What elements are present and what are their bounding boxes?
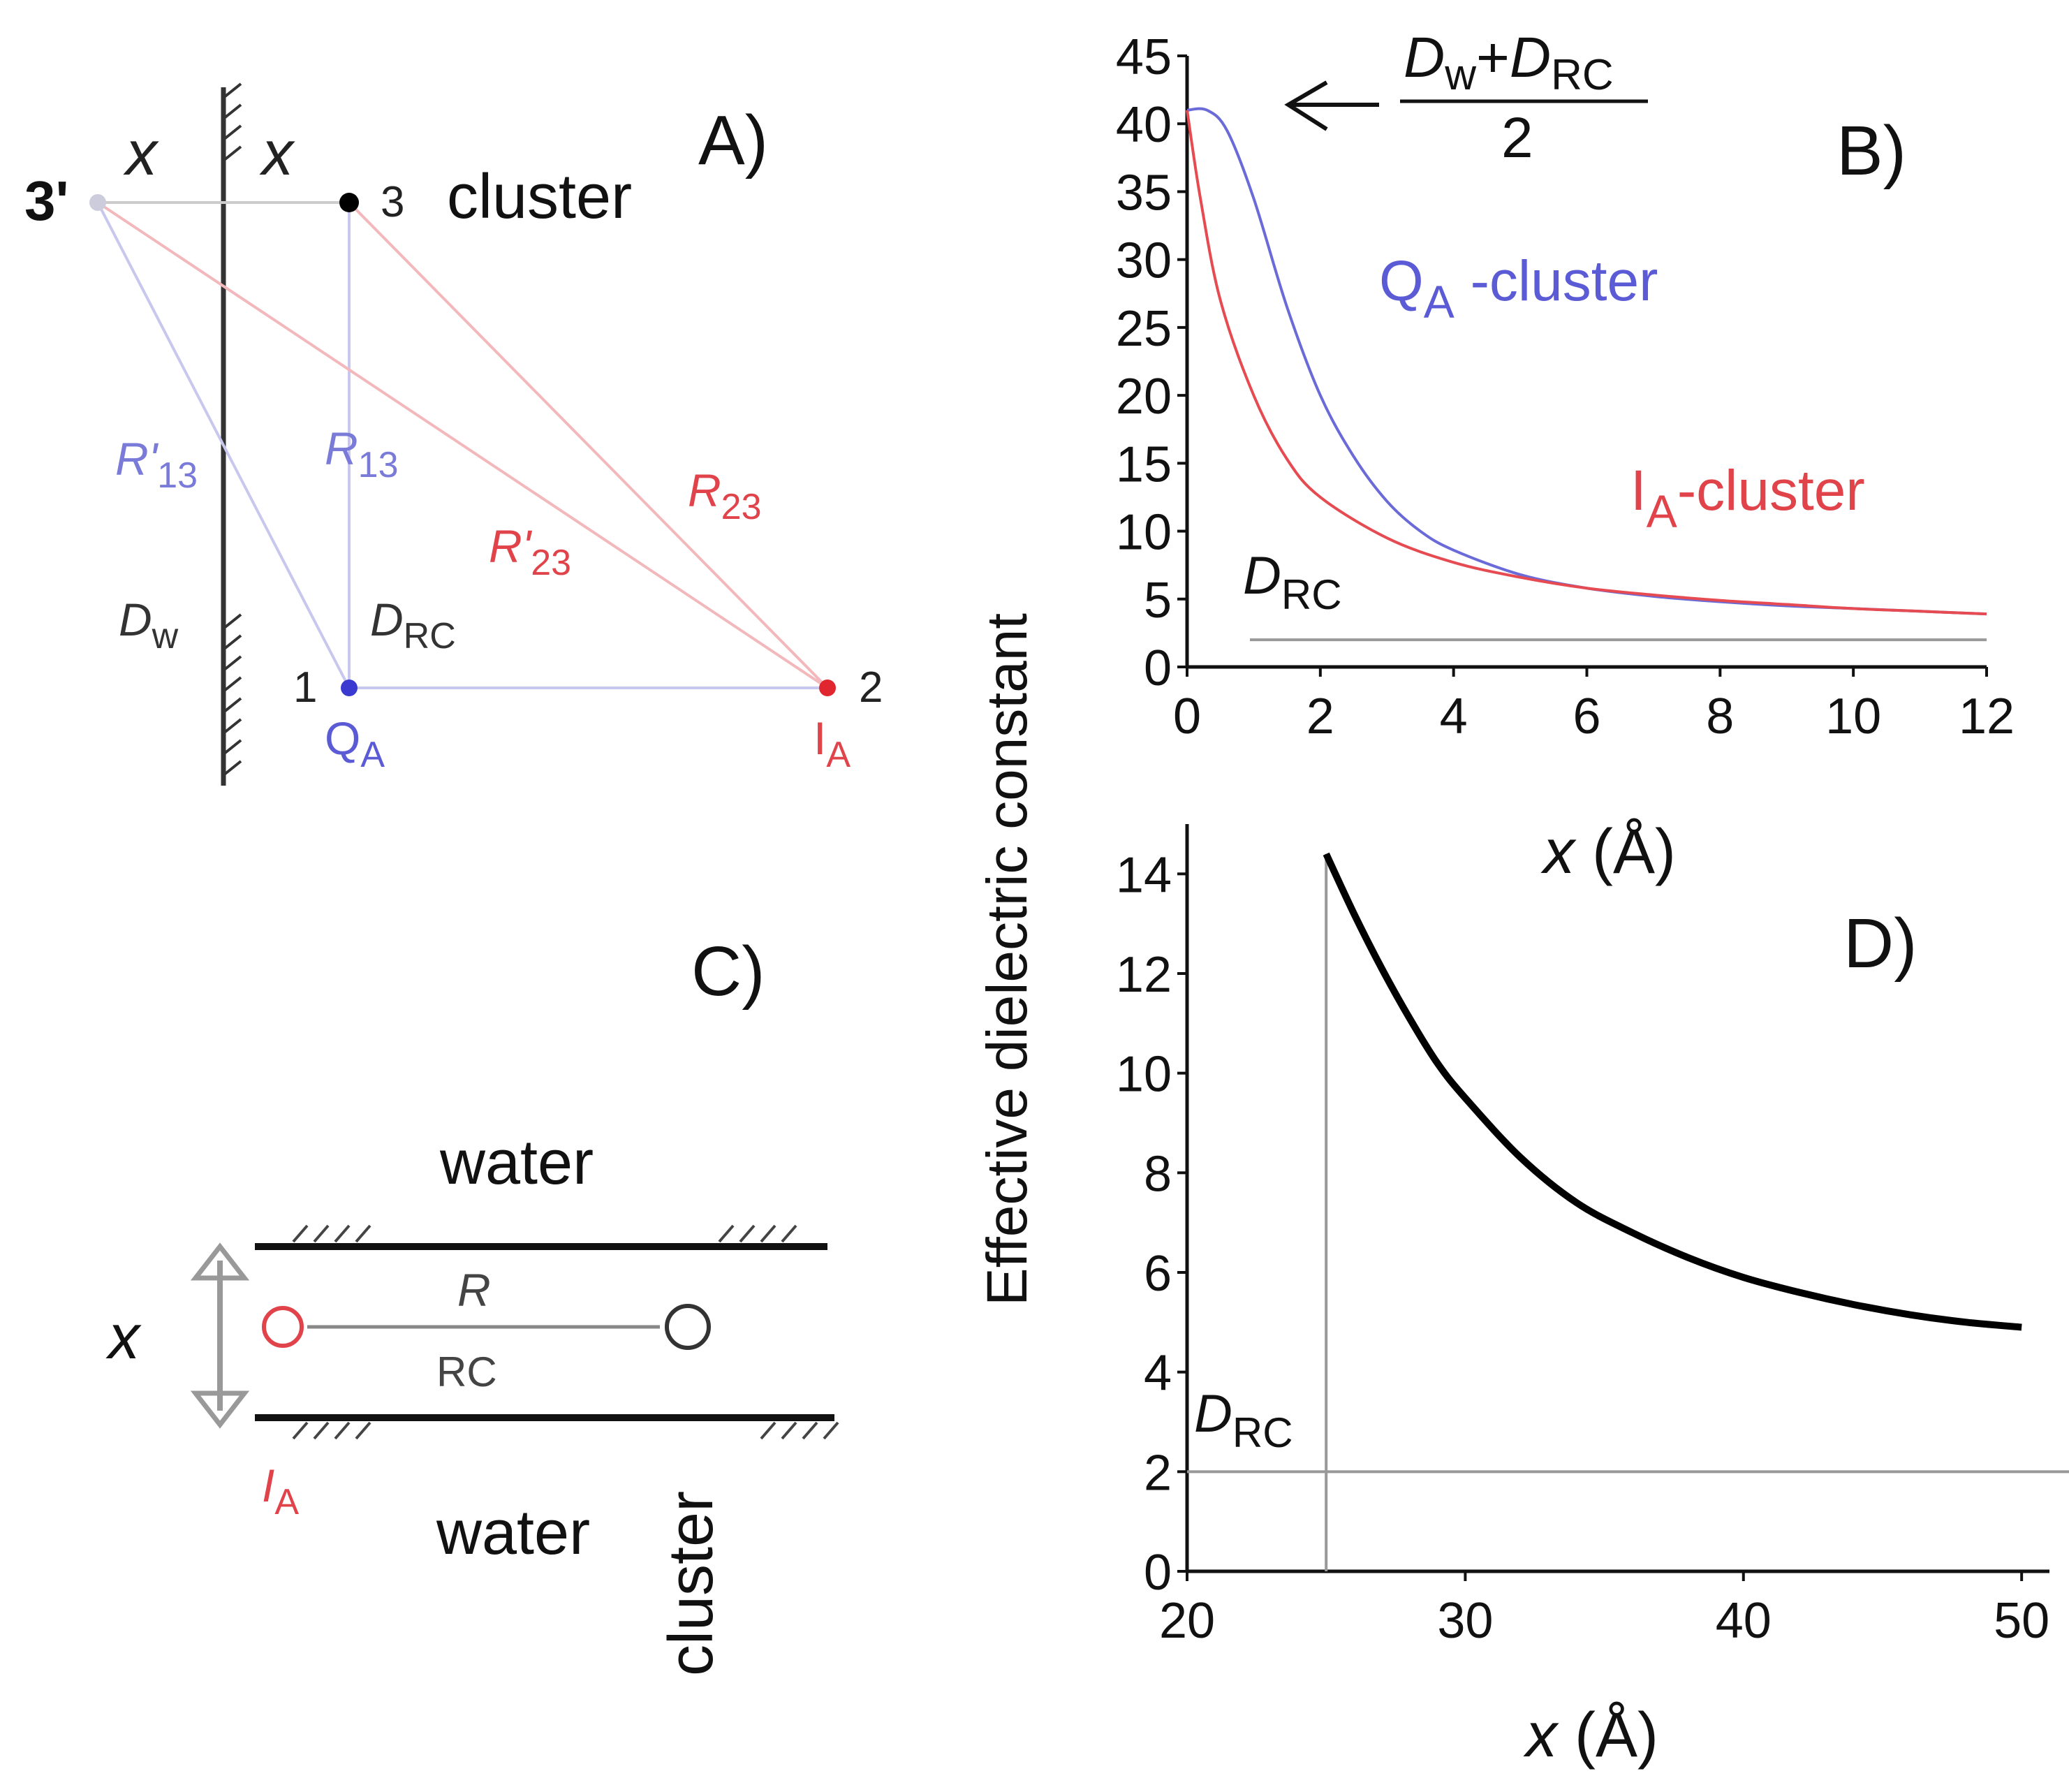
cluster-point-3 [339, 193, 359, 212]
image-point-label: 3' [24, 170, 69, 232]
y-tick-label: 14 [1116, 847, 1172, 903]
water-bottom-label: water [436, 1498, 590, 1568]
ia-label: IA [813, 712, 851, 775]
chart-b-axes: 0 5 10 15 20 25 30 35 40 45 0 2 4 6 8 10 12 [1116, 29, 2015, 744]
series-line-effective [1323, 852, 2022, 1331]
r13-prime-label: R'13 [115, 433, 198, 496]
panel-a: x x 3' 3 cluster A) R'13 R13 R23 R'23 Dw… [24, 82, 883, 786]
r-label-c: R [457, 1264, 491, 1316]
panel-c: C) water x R RC IA water cluster [105, 932, 839, 1676]
y-tick-label: 10 [1116, 1047, 1172, 1103]
membrane-hatching [292, 1224, 839, 1440]
dw-label: Dw [119, 594, 179, 656]
panel-b-label: B) [1836, 112, 1906, 190]
r13-prime-line [96, 202, 351, 689]
x-axis-label-b: x (Å) [1540, 817, 1676, 887]
ia-label-c: IA [262, 1460, 299, 1522]
x-label-c: x [105, 1302, 142, 1372]
ia-point-2 [819, 680, 836, 696]
r23-prime-label: R'23 [489, 520, 571, 583]
chart-d: D) 0 2 4 6 8 10 12 14 20 30 40 50 DRC x (Å) [1116, 824, 2069, 1770]
y-tick-label: 35 [1116, 165, 1172, 221]
y-tick-label: 8 [1144, 1146, 1172, 1202]
x-tick-label: 8 [1706, 689, 1734, 744]
drc-label-d: DRC [1194, 1384, 1293, 1456]
rc-label-c: RC [436, 1349, 497, 1395]
x-tick-label: 4 [1440, 689, 1468, 744]
chart-d-axes: 0 2 4 6 8 10 12 14 20 30 40 50 [1116, 824, 2069, 1649]
cluster-number: 3 [381, 178, 404, 226]
y-tick-label: 15 [1116, 436, 1172, 492]
y-tick-label: 30 [1116, 233, 1172, 289]
qa-label: QA [325, 712, 385, 775]
chart-b-series [1186, 107, 1987, 616]
arrow-head-up [190, 1242, 250, 1281]
x-axis-label-d: x (Å) [1523, 1701, 1658, 1770]
y-tick-label: 0 [1144, 640, 1172, 696]
cluster-circle [665, 1304, 711, 1350]
x-tick-label: 2 [1306, 689, 1334, 744]
point-2-number: 2 [859, 663, 883, 712]
arrow-head-down [190, 1390, 250, 1429]
x-tick-label: 6 [1573, 689, 1600, 744]
y-axis-label: Effective dielectric constant [975, 613, 1039, 1306]
x-tick-label: 40 [1716, 1593, 1772, 1649]
water-top-label: water [439, 1128, 594, 1198]
chart-d-series [1323, 852, 2022, 1331]
y-tick-label: 0 [1144, 1545, 1172, 1601]
panel-a-label: A) [698, 101, 768, 179]
annotation-denominator: 2 [1501, 106, 1533, 170]
drc-label-a: DRC [370, 594, 456, 656]
x-tick-label: 0 [1173, 689, 1201, 744]
y-tick-label: 4 [1144, 1346, 1172, 1402]
x-tick-label: 10 [1825, 689, 1881, 744]
y-tick-label: 5 [1144, 573, 1172, 629]
y-tick-label: 20 [1116, 369, 1172, 425]
ia-circle [262, 1306, 304, 1348]
x-tick-label: 12 [1959, 689, 2015, 744]
r13-label: R13 [325, 423, 399, 485]
r23-prime-line [96, 201, 829, 689]
cluster-text: cluster [447, 162, 632, 232]
annotation-arrow-head [1284, 80, 1328, 131]
qa-point-1 [341, 680, 358, 696]
y-tick-label: 6 [1144, 1246, 1172, 1302]
y-tick-label: 10 [1116, 505, 1172, 561]
y-tick-label: 25 [1116, 301, 1172, 357]
panel-d-label: D) [1843, 904, 1917, 983]
x-tick-label: 50 [1994, 1593, 2049, 1649]
image-point-3prime [89, 194, 106, 211]
r23-label: R23 [688, 464, 762, 527]
y-tick-label: 40 [1116, 97, 1172, 153]
x-left-label: x [123, 119, 159, 189]
y-tick-label: 12 [1116, 947, 1172, 1003]
series-line-ia-cluster [1186, 110, 1987, 616]
drc-label-b: DRC [1243, 546, 1342, 618]
qa-cluster-label: QA -cluster [1379, 249, 1658, 328]
cluster-label-c: cluster [656, 1491, 726, 1676]
y-tick-label: 45 [1116, 29, 1172, 85]
y-tick-label: 2 [1144, 1445, 1172, 1501]
r23-line [348, 201, 829, 689]
ia-cluster-label: IA-cluster [1630, 459, 1865, 537]
panel-c-label: C) [691, 932, 765, 1011]
x-tick-label: 20 [1159, 1593, 1215, 1649]
annotation-numerator: Dw+DRC [1404, 26, 1614, 99]
point-1-number: 1 [293, 663, 317, 712]
x-right-label: x [259, 119, 295, 189]
wall-hatching [222, 82, 242, 777]
x-tick-label: 30 [1437, 1593, 1493, 1649]
